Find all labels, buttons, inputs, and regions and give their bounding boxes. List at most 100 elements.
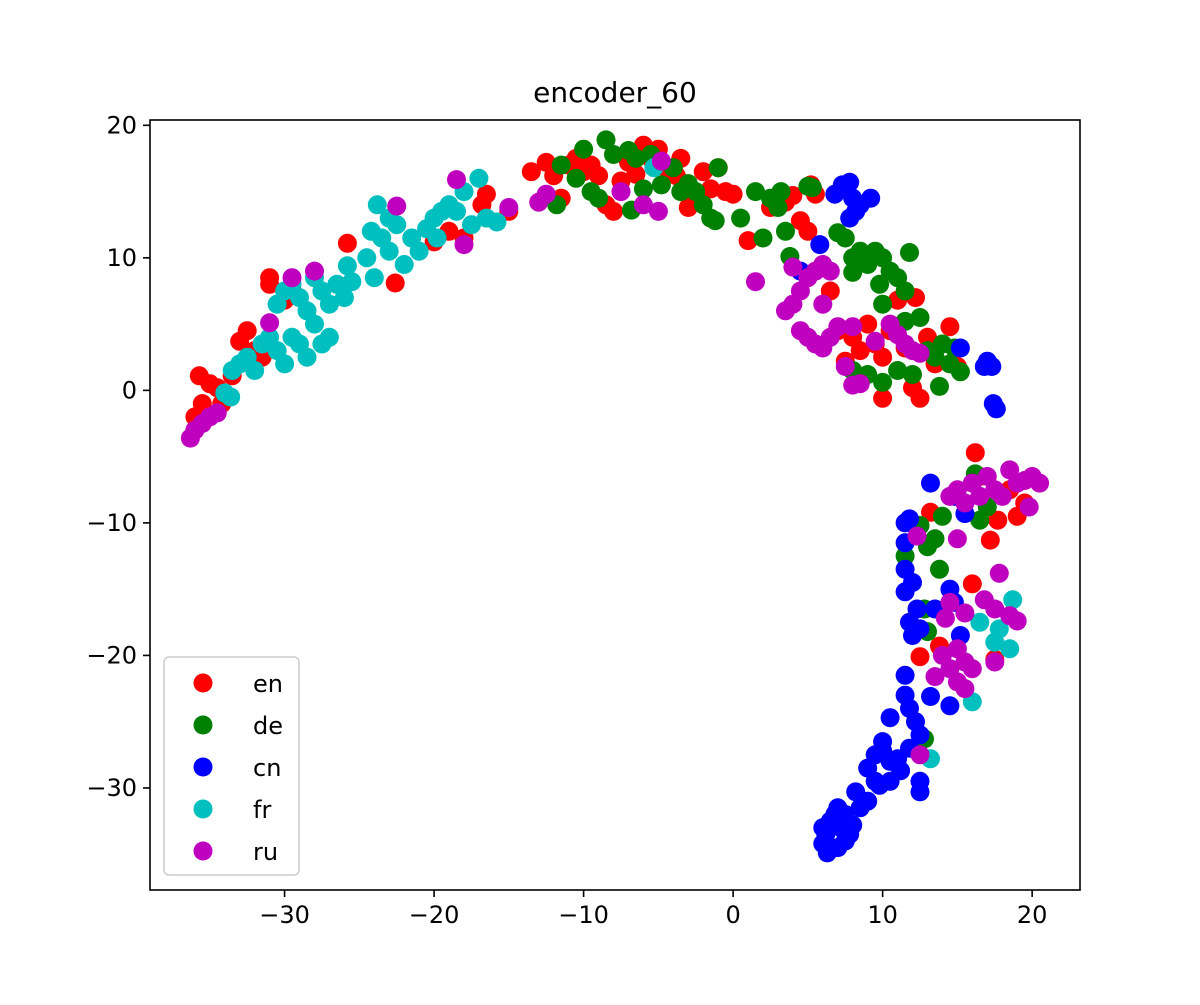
point-cn-33 — [940, 696, 960, 716]
point-en-8 — [237, 321, 257, 341]
point-de-10 — [626, 148, 646, 168]
point-ru-72 — [932, 645, 952, 665]
point-de-58 — [873, 372, 893, 392]
legend-marker-cn — [193, 757, 213, 777]
point-cn-13 — [982, 357, 1002, 376]
point-en-33 — [604, 201, 623, 221]
point-en-45 — [693, 162, 713, 182]
legend-label-en: en — [253, 670, 283, 698]
point-de-47 — [910, 308, 930, 327]
legend-marker-ru — [193, 841, 213, 861]
point-en-65 — [873, 347, 893, 367]
point-de-11 — [633, 179, 653, 199]
point-de-39 — [870, 274, 890, 294]
point-ru-9 — [447, 170, 466, 190]
point-cn-50 — [910, 782, 930, 802]
point-ru-27 — [813, 294, 833, 314]
point-ru-11 — [499, 198, 519, 217]
point-fr-49 — [357, 248, 377, 268]
point-ru-56 — [1030, 473, 1050, 493]
legend-marker-de — [193, 715, 213, 735]
point-cn-8 — [810, 235, 830, 255]
point-fr-9 — [275, 354, 295, 374]
point-de-41 — [873, 294, 893, 314]
point-ru-8 — [387, 196, 407, 216]
point-en-36 — [626, 164, 646, 184]
point-en-31 — [589, 166, 609, 186]
point-fr-46 — [487, 212, 507, 232]
y-tick-label: 0 — [122, 376, 137, 404]
point-de-55 — [950, 362, 970, 382]
point-en-50 — [738, 231, 758, 251]
point-de-5 — [589, 188, 609, 208]
x-tick-label: 0 — [725, 901, 740, 929]
point-de-64 — [930, 559, 949, 579]
point-de-27 — [771, 182, 791, 202]
point-fr-44 — [469, 168, 489, 188]
chart-title: encoder_60 — [533, 76, 697, 109]
point-ru-74 — [962, 659, 982, 679]
series-fr — [215, 158, 1023, 769]
point-cn-24 — [895, 582, 915, 602]
point-ru-62 — [935, 608, 955, 628]
point-de-24 — [753, 228, 773, 248]
point-ru-4 — [207, 403, 227, 423]
point-fr-32 — [379, 241, 399, 261]
point-fr-25 — [334, 288, 354, 308]
point-ru-77 — [910, 745, 930, 765]
point-de-23 — [746, 182, 765, 202]
point-cn-5 — [840, 208, 860, 228]
point-en-89 — [962, 574, 982, 594]
point-fr-1 — [221, 387, 241, 407]
point-fr-47 — [427, 228, 447, 248]
point-cn-68 — [873, 741, 893, 761]
point-ru-43 — [910, 343, 930, 363]
point-cn-7 — [861, 188, 881, 208]
point-ru-59 — [907, 526, 927, 546]
x-tick-label: −20 — [409, 901, 460, 929]
x-axis: −30 −20 −10 0 10 20 — [259, 890, 1047, 929]
point-cn-54 — [846, 782, 866, 802]
point-ru-67 — [1007, 611, 1027, 631]
point-fr-23 — [319, 294, 339, 314]
point-de-62 — [925, 529, 945, 549]
points-layer — [180, 130, 1050, 863]
point-ru-68 — [925, 667, 945, 687]
point-fr-55 — [989, 619, 1009, 639]
point-de-6 — [596, 130, 616, 150]
point-ru-58 — [947, 529, 967, 549]
point-ru-48 — [970, 486, 990, 506]
point-fr-41 — [447, 201, 466, 221]
point-cn-15 — [986, 399, 1006, 419]
point-en-71 — [910, 388, 930, 408]
legend: en de cn fr ru — [163, 656, 300, 876]
point-cn-10 — [950, 338, 970, 358]
point-en-16 — [385, 273, 405, 293]
point-ru-21 — [783, 257, 803, 277]
series-ru — [180, 151, 1050, 765]
point-ru-17 — [651, 151, 671, 171]
point-ru-64 — [985, 599, 1005, 619]
point-ru-34 — [835, 357, 855, 376]
point-en-49 — [723, 184, 743, 204]
point-ru-76 — [985, 652, 1005, 672]
point-fr-27 — [337, 256, 357, 276]
legend-label-ru: ru — [253, 838, 278, 866]
point-cn-41 — [880, 708, 900, 728]
point-ru-60 — [940, 592, 960, 612]
point-ru-73 — [947, 639, 967, 659]
point-ru-6 — [282, 268, 302, 288]
x-tick-label: −30 — [259, 901, 310, 929]
point-de-22 — [731, 208, 751, 228]
point-fr-34 — [394, 255, 414, 274]
point-en-15 — [337, 233, 357, 253]
point-ru-18 — [746, 272, 765, 292]
point-fr-26 — [342, 272, 362, 292]
point-fr-15 — [319, 327, 339, 347]
point-de-28 — [776, 221, 795, 241]
point-cn-16 — [921, 473, 940, 493]
point-de-31 — [802, 178, 822, 198]
legend-label-de: de — [253, 712, 283, 740]
point-fr-57 — [1003, 590, 1023, 610]
point-cn-34 — [921, 687, 940, 706]
